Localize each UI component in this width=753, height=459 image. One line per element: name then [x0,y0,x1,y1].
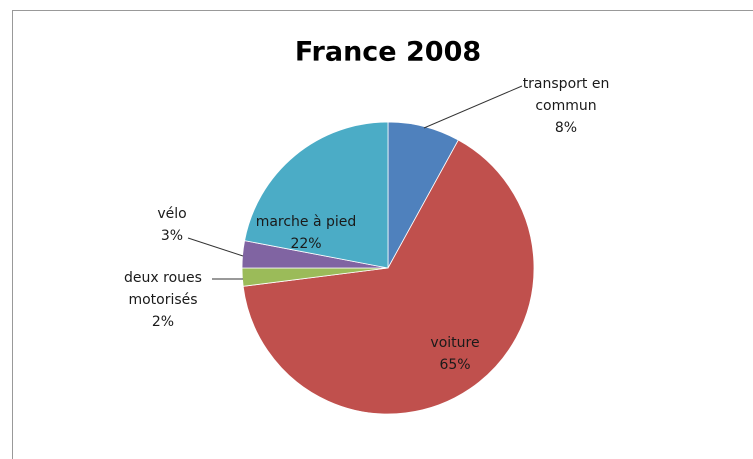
category-name: transport en commun [522,76,610,114]
category-name: marche à pied [255,214,357,230]
leader-line [187,237,244,257]
slice-label: deux roues motorisés 2% [103,267,223,333]
slice-label: vélo 3% [142,203,202,247]
slice-label: transport en commun 8% [511,73,621,139]
category-name: voiture [430,335,480,351]
value-label: 22% [290,236,322,252]
category-name: deux roues motorisés [124,270,202,308]
slice-label: voiture 65% [415,332,495,376]
slice-label: marche à pied 22% [241,211,371,255]
chart-frame [12,10,753,459]
pie-slice [244,121,389,269]
value-label: 65% [439,357,471,373]
pie-slice [242,139,535,415]
category-name: vélo [157,206,187,222]
leader-line [423,85,523,129]
chart-title: France 2008 [294,36,482,68]
value-label: 8% [554,120,578,136]
value-label: 2% [151,314,175,330]
value-label: 3% [160,228,184,244]
